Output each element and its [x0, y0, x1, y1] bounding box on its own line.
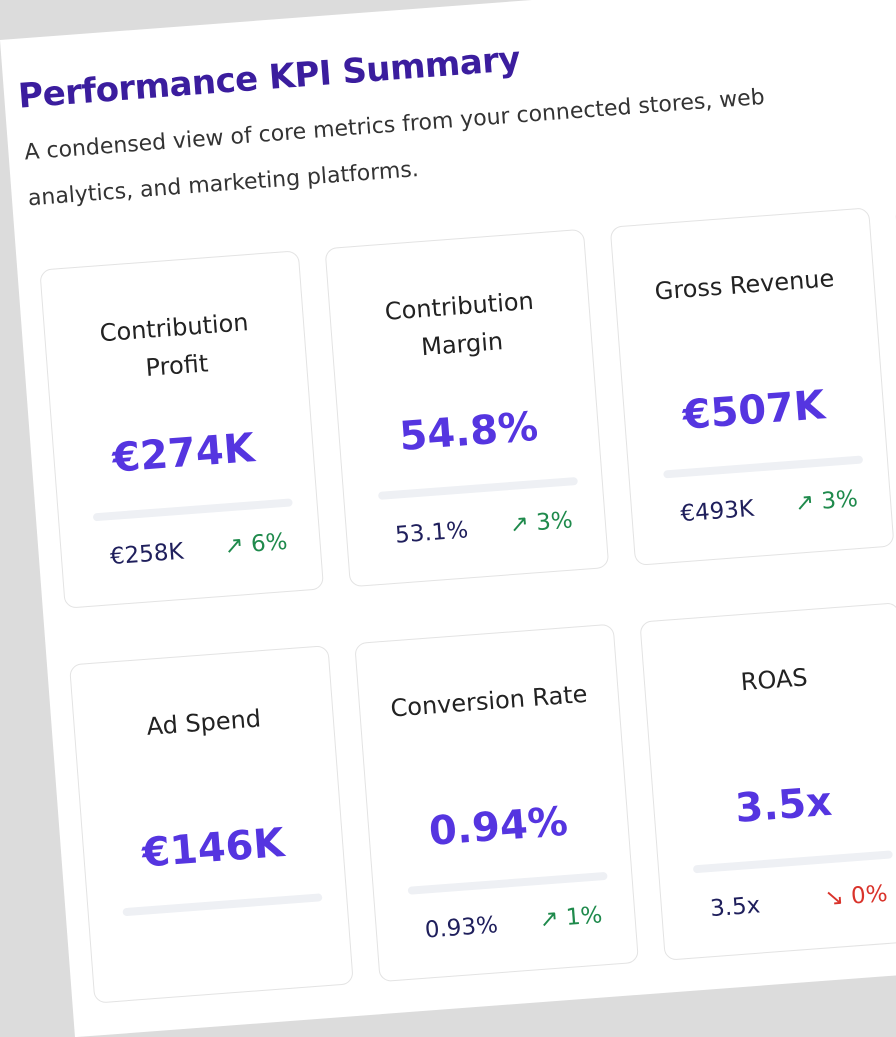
kpi-label: ROAS	[739, 663, 809, 697]
kpi-previous: 53.1%	[394, 517, 470, 549]
kpi-change: ↗ 3%	[508, 507, 574, 539]
kpi-change: ↗ 3%	[793, 486, 859, 517]
kpi-card: Gross Revenue €507K €493K ↗ 3%	[609, 207, 895, 566]
kpi-value: €146K	[140, 820, 286, 877]
kpi-previous: 3.5x	[709, 892, 762, 923]
kpi-label: Conversion Rate	[389, 679, 589, 723]
kpi-value: 0.94%	[427, 798, 570, 855]
kpi-change: ↗ 1%	[538, 902, 604, 933]
kpi-divider	[122, 893, 323, 917]
kpi-previous: €258K	[109, 538, 185, 571]
kpi-divider	[377, 476, 578, 500]
kpi-card: Contribution Profit €274K €258K ↗ 6%	[39, 250, 325, 609]
kpi-card: Contribution Margin 54.8% 53.1% ↗ 3%	[324, 228, 610, 588]
kpi-change: ↘ 0%	[823, 880, 889, 912]
kpi-value: 3.5x	[733, 778, 834, 832]
kpi-change: ↗ 6%	[223, 528, 289, 560]
kpi-value: 54.8%	[397, 403, 540, 461]
kpi-grid: Contribution Profit €274K €258K ↗ 6% Contrib…	[39, 185, 896, 1004]
kpi-divider	[407, 871, 608, 895]
kpi-divider	[663, 455, 864, 479]
kpi-card: ROAS 3.5x 3.5x ↘ 0%	[639, 602, 896, 961]
kpi-label: Ad Spend	[145, 704, 262, 741]
kpi-value: €274K	[110, 425, 257, 482]
kpi-divider	[692, 850, 893, 874]
kpi-previous: 0.93%	[424, 912, 499, 944]
kpi-previous: €493K	[679, 495, 755, 528]
kpi-label: Contribution Margin	[383, 286, 535, 362]
kpi-card: Conversion Rate 0.94% 0.93% ↗ 1%	[354, 623, 639, 983]
kpi-card: Ad Spend €146K	[69, 645, 354, 1004]
kpi-label: Contribution Profit	[98, 308, 250, 382]
kpi-value: €507K	[681, 382, 827, 439]
kpi-label: Gross Revenue	[653, 264, 836, 306]
kpi-divider	[92, 498, 293, 522]
